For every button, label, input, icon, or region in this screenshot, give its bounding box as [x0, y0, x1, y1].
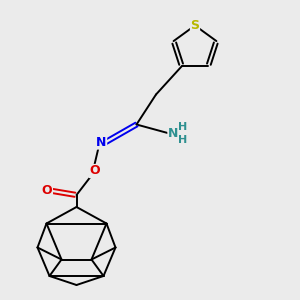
Text: N: N: [96, 136, 106, 149]
Text: O: O: [89, 164, 100, 178]
Text: N: N: [168, 127, 178, 140]
Text: H: H: [178, 122, 188, 132]
Text: O: O: [42, 184, 52, 197]
Text: H: H: [178, 135, 188, 145]
Text: S: S: [190, 19, 200, 32]
